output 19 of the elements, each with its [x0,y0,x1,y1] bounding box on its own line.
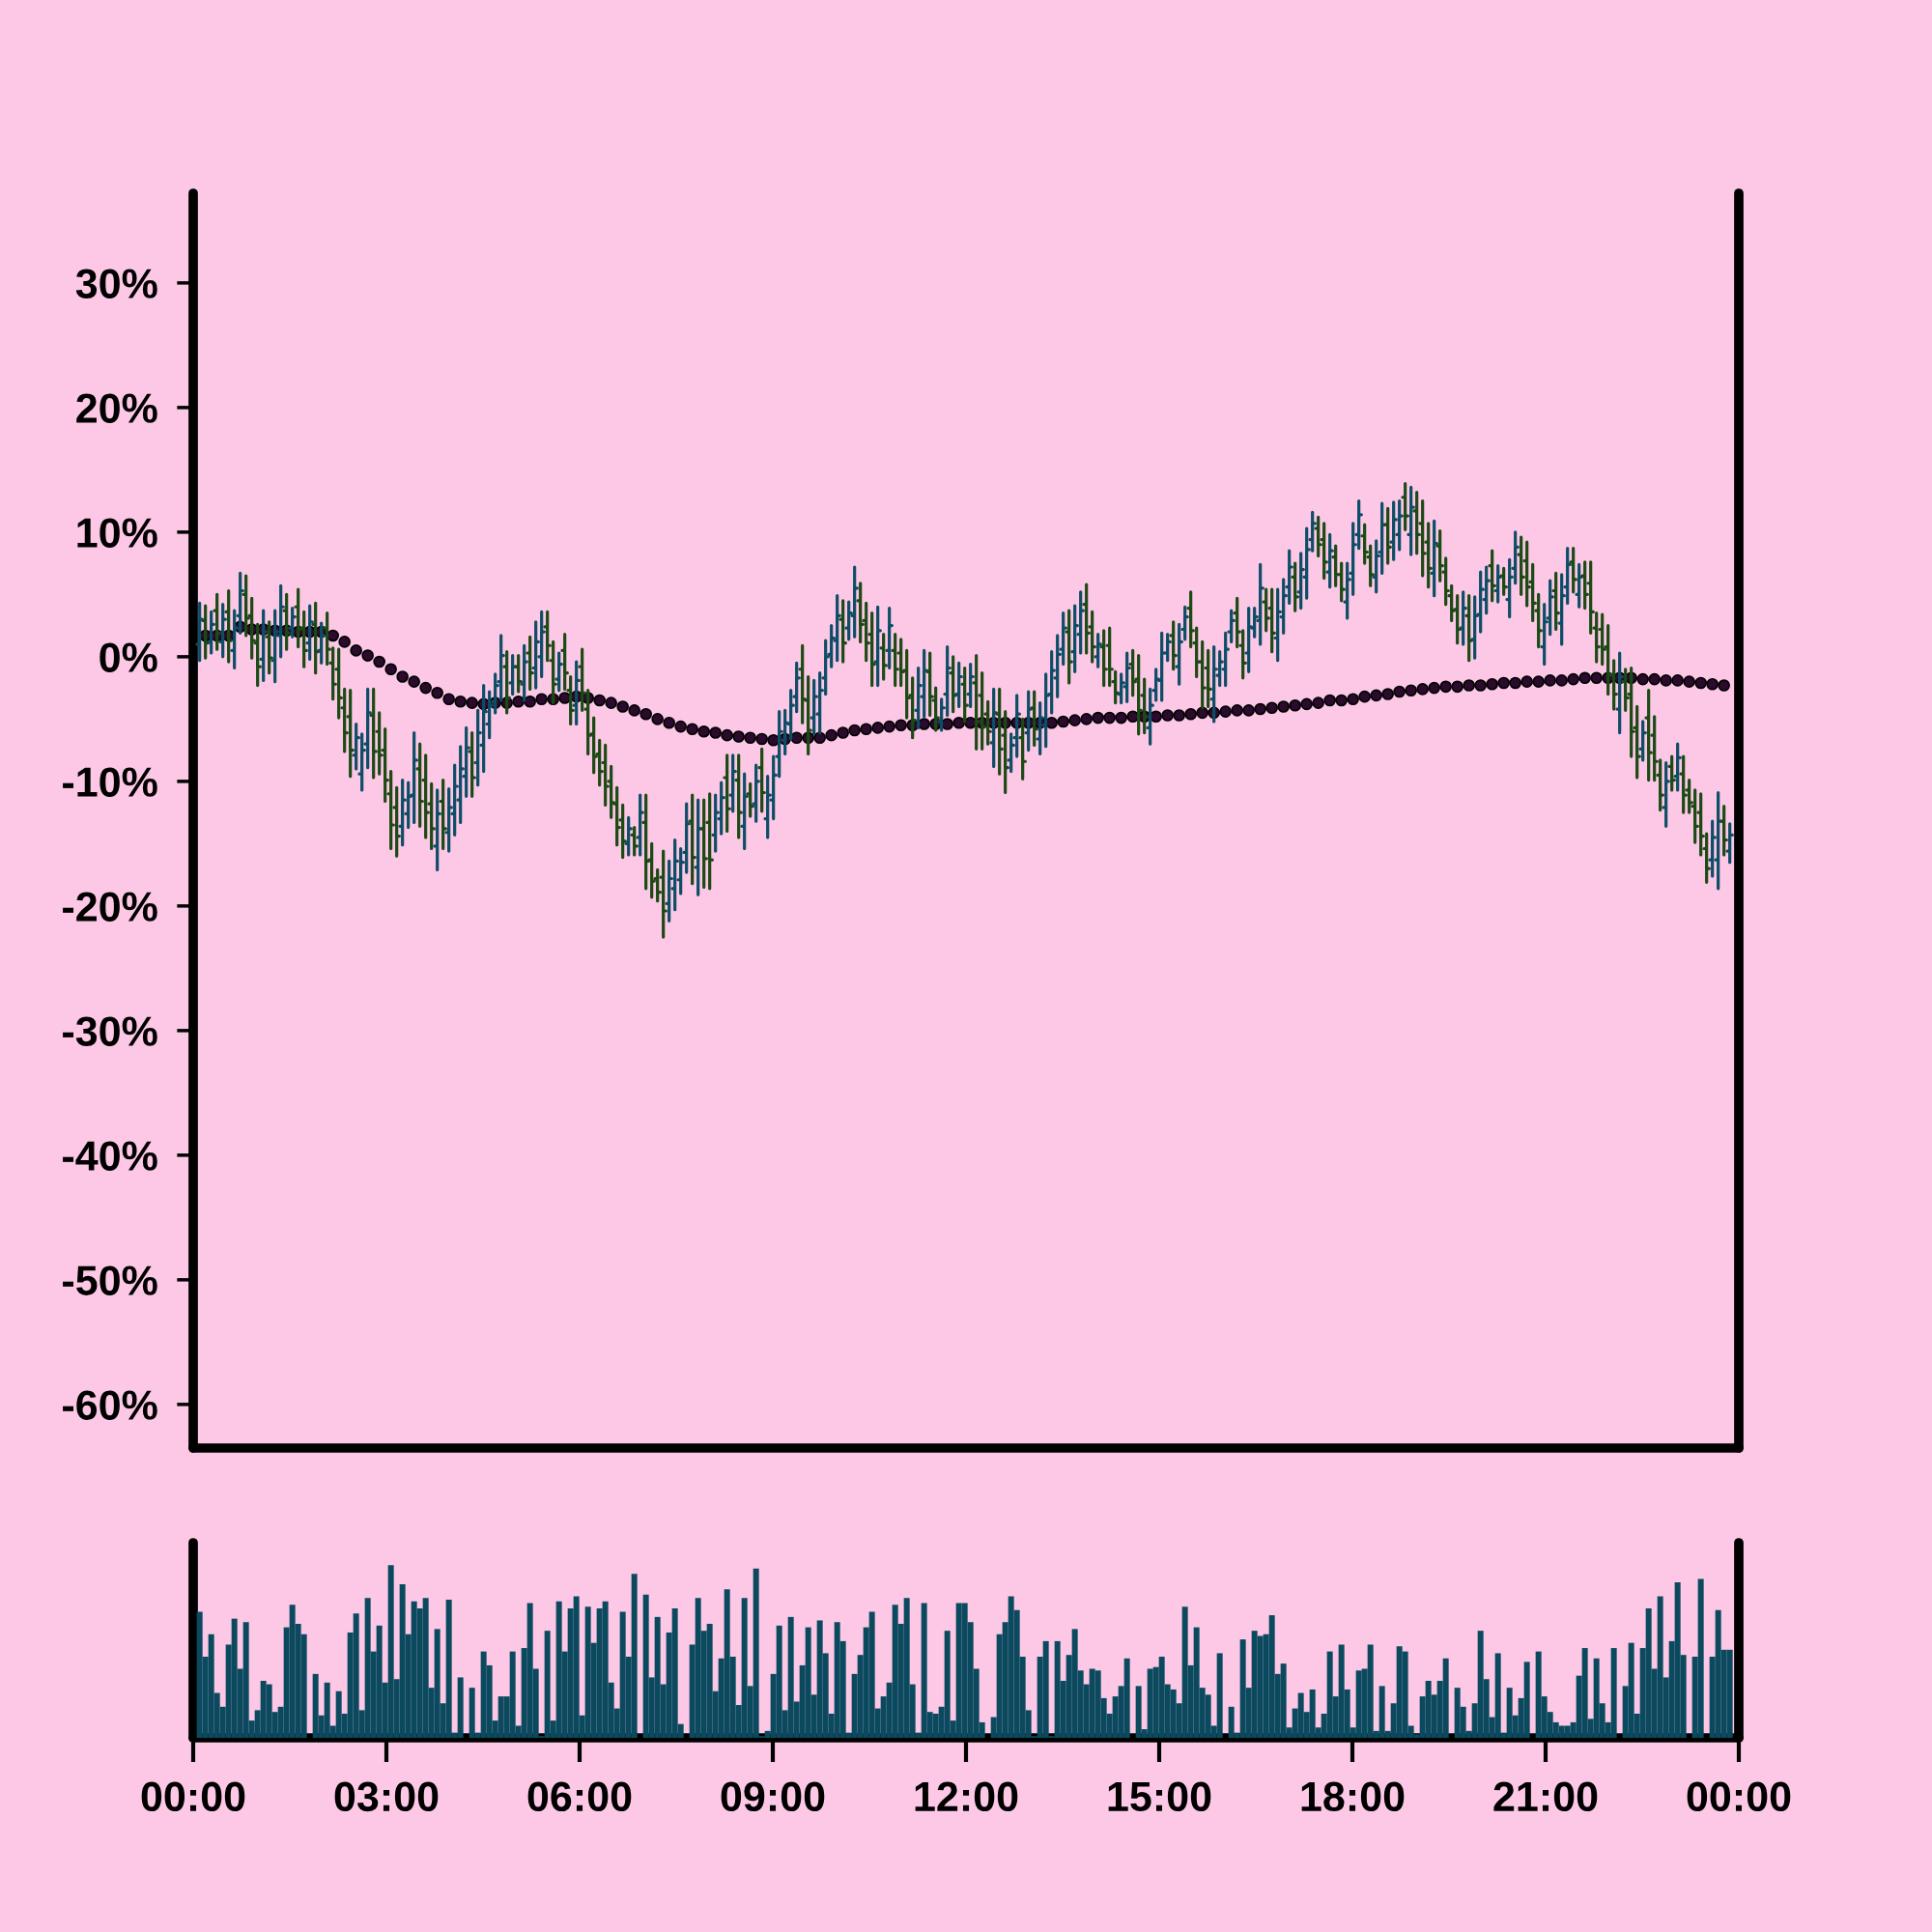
y-tick-label: 10% [77,518,157,548]
x-tick-label: 18:00 [1301,1781,1405,1812]
y-tick-label: -10% [63,767,157,797]
x-tick-label: 21:00 [1493,1781,1598,1812]
y-tick-label: -60% [63,1390,157,1420]
y-tick-label: 0% [99,642,157,672]
y-tick-label: -50% [63,1265,157,1295]
y-tick-label: -20% [63,892,157,922]
x-tick-label: 00:00 [1687,1781,1791,1812]
x-tick-label: 06:00 [527,1781,632,1812]
y-tick-label: 30% [75,269,157,298]
x-tick-label: 12:00 [915,1781,1018,1812]
y-tick-label: 20% [76,393,157,423]
x-tick-label: 09:00 [721,1781,825,1812]
x-tick-label: 00:00 [141,1781,245,1812]
y-tick-label: -40% [63,1141,157,1171]
x-tick-label: 15:00 [1108,1781,1211,1812]
x-tick-label: 03:00 [334,1781,439,1812]
y-tick-label: -30% [63,1016,157,1046]
